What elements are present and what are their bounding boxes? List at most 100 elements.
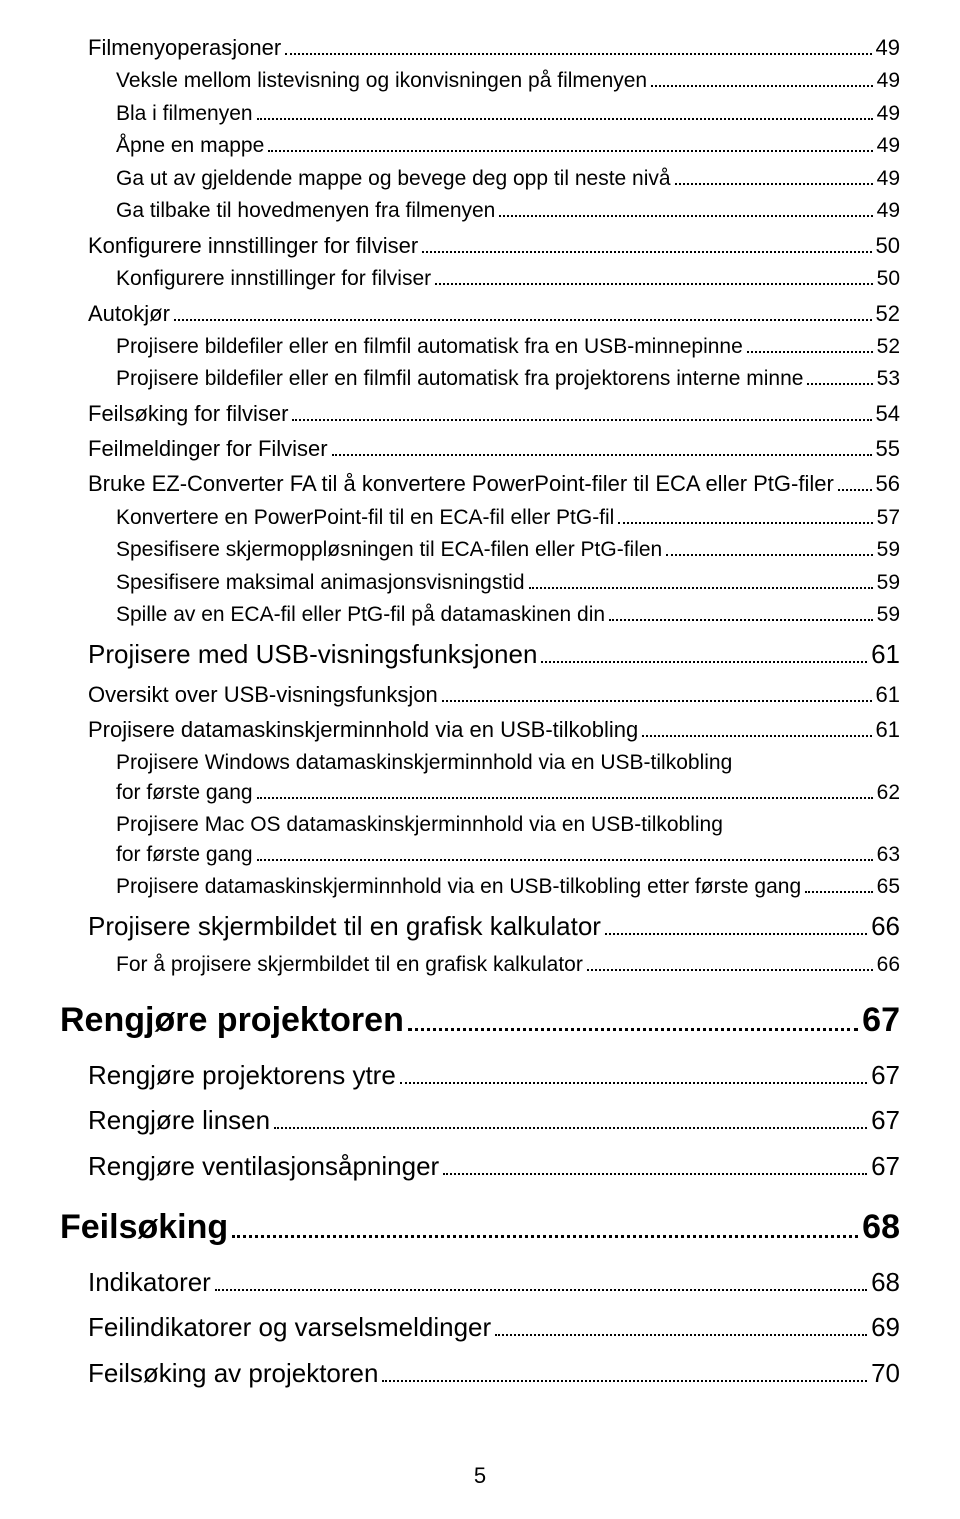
toc-entry[interactable]: Konfigurere innstillinger for filviser 5… <box>116 263 900 296</box>
toc-label: Projisere datamaskinskjerminnhold via en… <box>88 712 638 747</box>
toc-entry[interactable]: Ga tilbake til hovedmenyen fra filmenyen… <box>116 195 900 228</box>
toc-entry[interactable]: Feilmeldinger for Filviser 55 <box>88 431 900 466</box>
toc-entry[interactable]: Projisere bildefiler eller en filmfil au… <box>116 363 900 396</box>
toc-page-ref: 59 <box>877 599 900 632</box>
toc-page-ref: 49 <box>876 30 900 65</box>
toc-entry[interactable]: Rengjøre ventilasjonsåpninger 67 <box>88 1144 900 1190</box>
toc-entry[interactable]: for første gang 62 <box>116 777 900 810</box>
toc-entry[interactable]: Rengjøre projektoren 67 <box>60 988 900 1053</box>
toc-entry[interactable]: Projisere Mac OS datamaskinskjerminnhold… <box>116 810 900 839</box>
toc-page-ref: 66 <box>871 904 900 950</box>
toc-label: for første gang <box>116 839 253 872</box>
toc-label: Ga tilbake til hovedmenyen fra filmenyen <box>116 195 495 228</box>
toc-label: Rengjøre ventilasjonsåpninger <box>88 1144 439 1190</box>
toc-entry[interactable]: Projisere datamaskinskjerminnhold via en… <box>88 712 900 747</box>
toc-label: Rengjøre projektoren <box>60 988 404 1053</box>
toc-label: Filmenyoperasjoner <box>88 30 281 65</box>
toc-entry[interactable]: Projisere bildefiler eller en filmfil au… <box>116 331 900 364</box>
toc-leader-dots <box>443 1154 867 1174</box>
toc-page-ref: 65 <box>877 871 900 904</box>
toc-entry[interactable]: Konfigurere innstillinger for filviser 5… <box>88 228 900 263</box>
toc-page-ref: 59 <box>877 534 900 567</box>
toc-leader-dots <box>422 236 871 253</box>
toc-page-ref: 49 <box>877 130 900 163</box>
page-number: 5 <box>0 1463 960 1489</box>
toc-leader-dots <box>805 877 872 894</box>
toc-entry[interactable]: Feilsøking for filviser 54 <box>88 396 900 431</box>
toc-label: Rengjøre projektorens ytre <box>88 1053 396 1099</box>
toc-leader-dots <box>257 103 873 120</box>
toc-entry[interactable]: Bla i filmenyen 49 <box>116 98 900 131</box>
toc-leader-dots <box>257 782 873 799</box>
toc-page-ref: 63 <box>877 839 900 872</box>
toc-page-ref: 68 <box>871 1260 900 1306</box>
toc-leader-dots <box>232 1211 858 1238</box>
toc-entry[interactable]: Projisere skjermbildet til en grafisk ka… <box>88 904 900 950</box>
toc-page: Filmenyoperasjoner 49Veksle mellom liste… <box>0 0 960 1519</box>
toc-leader-dots <box>618 507 872 524</box>
toc-leader-dots <box>442 685 872 702</box>
toc-leader-dots <box>807 369 872 386</box>
toc-entry[interactable]: Feilsøking av projektoren 70 <box>88 1351 900 1397</box>
toc-label: Autokjør <box>88 296 170 331</box>
toc-page-ref: 67 <box>871 1098 900 1144</box>
toc-entry[interactable]: Spesifisere skjermoppløsningen til ECA-f… <box>116 534 900 567</box>
toc-label: Feilsøking for filviser <box>88 396 288 431</box>
toc-entry[interactable]: Projisere Windows datamaskinskjerminnhol… <box>116 748 900 777</box>
toc-label: Projisere med USB-visningsfunksjonen <box>88 632 537 678</box>
toc-label: Konfigurere innstillinger for filviser <box>116 263 431 296</box>
toc-page-ref: 67 <box>862 988 900 1053</box>
toc-label: For å projisere skjermbildet til en graf… <box>116 949 583 982</box>
toc-label: Ga ut av gjeldende mappe og bevege deg o… <box>116 163 671 196</box>
toc-page-ref: 49 <box>877 65 900 98</box>
toc-page-ref: 54 <box>876 396 900 431</box>
toc-leader-dots <box>400 1063 867 1083</box>
toc-label: Åpne en mappe <box>116 130 264 163</box>
toc-label: Indikatorer <box>88 1260 211 1306</box>
toc-leader-dots <box>292 404 871 421</box>
toc-list: Filmenyoperasjoner 49Veksle mellom liste… <box>60 30 900 1396</box>
toc-entry[interactable]: Spille av en ECA-fil eller PtG-fil på da… <box>116 599 900 632</box>
toc-leader-dots <box>541 643 867 663</box>
toc-leader-dots <box>495 1316 867 1336</box>
toc-label: Feilmeldinger for Filviser <box>88 431 328 466</box>
toc-page-ref: 66 <box>877 949 900 982</box>
toc-label: Spesifisere maksimal animasjonsvisningst… <box>116 567 525 600</box>
toc-leader-dots <box>642 720 871 737</box>
toc-leader-dots <box>666 539 872 556</box>
toc-page-ref: 61 <box>876 677 900 712</box>
toc-label: for første gang <box>116 777 253 810</box>
toc-entry[interactable]: Feilindikatorer og varselsmeldinger 69 <box>88 1305 900 1351</box>
toc-entry[interactable]: Åpne en mappe 49 <box>116 130 900 163</box>
toc-leader-dots <box>174 303 872 320</box>
toc-entry[interactable]: Filmenyoperasjoner 49 <box>88 30 900 65</box>
toc-page-ref: 67 <box>871 1144 900 1190</box>
toc-label: Feilindikatorer og varselsmeldinger <box>88 1305 491 1351</box>
toc-entry[interactable]: Bruke EZ-Converter FA til å konvertere P… <box>88 466 900 501</box>
toc-entry[interactable]: Spesifisere maksimal animasjonsvisningst… <box>116 567 900 600</box>
toc-page-ref: 49 <box>877 163 900 196</box>
toc-leader-dots <box>285 38 871 55</box>
toc-entry[interactable]: Ga ut av gjeldende mappe og bevege deg o… <box>116 163 900 196</box>
toc-entry[interactable]: Rengjøre linsen 67 <box>88 1098 900 1144</box>
toc-entry[interactable]: Projisere datamaskinskjerminnhold via en… <box>116 871 900 904</box>
toc-entry[interactable]: Indikatorer 68 <box>88 1260 900 1306</box>
toc-entry[interactable]: Autokjør 52 <box>88 296 900 331</box>
toc-entry[interactable]: for første gang 63 <box>116 839 900 872</box>
toc-page-ref: 53 <box>877 363 900 396</box>
toc-leader-dots <box>274 1109 867 1129</box>
toc-entry[interactable]: Oversikt over USB-visningsfunksjon 61 <box>88 677 900 712</box>
toc-entry[interactable]: Veksle mellom listevisning og ikonvisnin… <box>116 65 900 98</box>
toc-entry[interactable]: Feilsøking 68 <box>60 1195 900 1260</box>
toc-entry[interactable]: Konvertere en PowerPoint-fil til en ECA-… <box>116 502 900 535</box>
toc-leader-dots <box>215 1271 867 1291</box>
toc-entry[interactable]: Projisere med USB-visningsfunksjonen 61 <box>88 632 900 678</box>
toc-label: Projisere skjermbildet til en grafisk ka… <box>88 904 601 950</box>
toc-label: Bruke EZ-Converter FA til å konvertere P… <box>88 466 834 501</box>
toc-leader-dots <box>605 915 867 935</box>
toc-entry[interactable]: For å projisere skjermbildet til en graf… <box>116 949 900 982</box>
toc-page-ref: 69 <box>871 1305 900 1351</box>
toc-page-ref: 49 <box>877 98 900 131</box>
toc-entry[interactable]: Rengjøre projektorens ytre 67 <box>88 1053 900 1099</box>
toc-leader-dots <box>609 604 873 621</box>
